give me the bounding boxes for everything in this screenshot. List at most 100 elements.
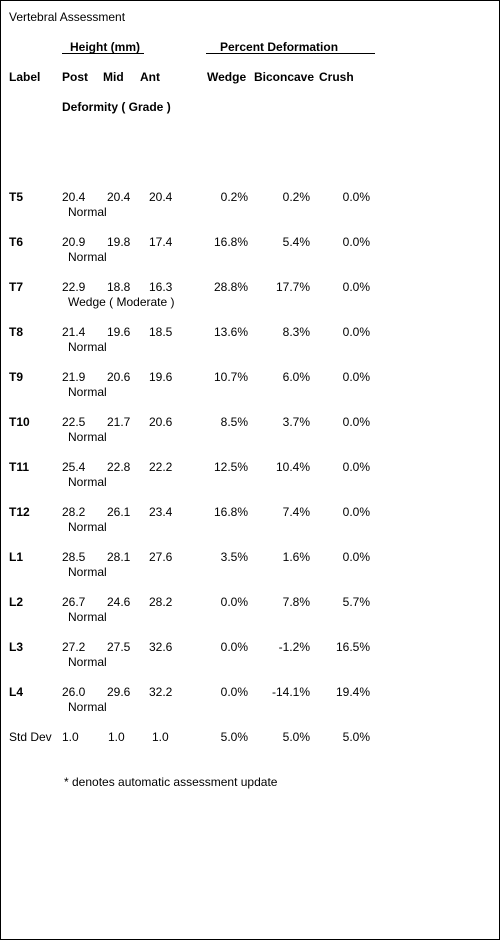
- row-wedge: 16.8%: [213, 235, 248, 249]
- row-label: T11: [9, 460, 30, 474]
- row-grade: Normal: [68, 565, 107, 579]
- row-label: T12: [9, 505, 30, 519]
- report-title: Vertebral Assessment: [9, 10, 126, 24]
- row-post: 20.9: [62, 235, 86, 249]
- std-dev-wedge: 5.0%: [220, 730, 248, 744]
- row-post: 21.4: [62, 325, 86, 339]
- col-biconcave-header: Biconcave: [254, 70, 315, 84]
- col-mid-header: Mid: [103, 70, 124, 84]
- row-wedge: 8.5%: [220, 415, 248, 429]
- row-grade: Normal: [68, 610, 107, 624]
- row-ant: 32.2: [149, 685, 173, 699]
- row-crush: 0.0%: [342, 505, 370, 519]
- row-grade: Normal: [68, 385, 107, 399]
- row-grade: Normal: [68, 655, 107, 669]
- row-label: T10: [9, 415, 30, 429]
- row-label: T5: [9, 190, 24, 204]
- col-post-header: Post: [62, 70, 89, 84]
- row-wedge: 28.8%: [213, 280, 248, 294]
- row-ant: 28.2: [149, 595, 173, 609]
- row-ant: 22.2: [149, 460, 173, 474]
- row-biconcave: 8.3%: [282, 325, 310, 339]
- row-label: L2: [9, 595, 24, 609]
- row-crush: 0.0%: [342, 460, 370, 474]
- col-crush-header: Crush: [319, 70, 354, 84]
- std-dev-ant: 1.0: [152, 730, 169, 744]
- row-mid: 22.8: [107, 460, 131, 474]
- row-post: 21.9: [62, 370, 86, 384]
- std-dev-crush: 5.0%: [342, 730, 370, 744]
- row-ant: 20.4: [149, 190, 173, 204]
- col-deformity-header: Deformity ( Grade ): [62, 100, 171, 114]
- row-ant: 27.6: [149, 550, 173, 564]
- row-post: 26.0: [62, 685, 86, 699]
- row-ant: 23.4: [149, 505, 173, 519]
- row-crush: 19.4%: [335, 685, 370, 699]
- row-wedge: 10.7%: [213, 370, 248, 384]
- row-post: 22.5: [62, 415, 86, 429]
- row-crush: 0.0%: [342, 235, 370, 249]
- row-biconcave: 7.8%: [282, 595, 310, 609]
- row-crush: 0.0%: [342, 550, 370, 564]
- height-group-header: Height (mm): [70, 40, 140, 54]
- row-mid: 28.1: [107, 550, 131, 564]
- row-ant: 19.6: [149, 370, 173, 384]
- row-label: L1: [9, 550, 24, 564]
- row-post: 27.2: [62, 640, 86, 654]
- row-label: L4: [9, 685, 24, 699]
- row-grade: Normal: [68, 475, 107, 489]
- row-wedge: 0.2%: [220, 190, 248, 204]
- row-label: T9: [9, 370, 24, 384]
- row-mid: 27.5: [107, 640, 131, 654]
- row-biconcave: 6.0%: [282, 370, 310, 384]
- row-crush: 0.0%: [342, 280, 370, 294]
- footnote: * denotes automatic assessment update: [64, 775, 278, 789]
- std-dev-biconcave: 5.0%: [282, 730, 310, 744]
- row-crush: 5.7%: [342, 595, 370, 609]
- percent-group-header: Percent Deformation: [220, 40, 339, 54]
- row-mid: 20.4: [107, 190, 131, 204]
- row-grade: Wedge ( Moderate ): [68, 295, 175, 309]
- row-grade: Normal: [68, 250, 107, 264]
- row-ant: 17.4: [149, 235, 173, 249]
- row-grade: Normal: [68, 520, 107, 534]
- row-crush: 0.0%: [342, 370, 370, 384]
- row-mid: 18.8: [107, 280, 131, 294]
- row-biconcave: 5.4%: [282, 235, 310, 249]
- std-dev-post: 1.0: [62, 730, 79, 744]
- row-post: 28.5: [62, 550, 86, 564]
- row-ant: 32.6: [149, 640, 173, 654]
- col-label-header: Label: [9, 70, 41, 84]
- row-wedge: 13.6%: [213, 325, 248, 339]
- col-ant-header: Ant: [140, 70, 160, 84]
- row-crush: 16.5%: [335, 640, 370, 654]
- row-post: 22.9: [62, 280, 86, 294]
- height-group-underline: [62, 53, 144, 54]
- row-wedge: 0.0%: [220, 685, 248, 699]
- row-label: L3: [9, 640, 24, 654]
- row-biconcave: 1.6%: [282, 550, 310, 564]
- row-crush: 0.0%: [342, 190, 370, 204]
- row-biconcave: 7.4%: [282, 505, 310, 519]
- row-grade: Normal: [68, 340, 107, 354]
- row-mid: 26.1: [107, 505, 131, 519]
- row-label: T8: [9, 325, 24, 339]
- row-post: 25.4: [62, 460, 86, 474]
- row-biconcave: 10.4%: [275, 460, 310, 474]
- row-biconcave: 3.7%: [282, 415, 310, 429]
- row-post: 28.2: [62, 505, 86, 519]
- row-wedge: 0.0%: [220, 595, 248, 609]
- row-mid: 21.7: [107, 415, 131, 429]
- row-biconcave: -1.2%: [278, 640, 310, 654]
- percent-group-underline: [206, 53, 375, 54]
- row-crush: 0.0%: [342, 325, 370, 339]
- row-mid: 19.8: [107, 235, 131, 249]
- row-mid: 20.6: [107, 370, 131, 384]
- row-biconcave: -14.1%: [271, 685, 310, 699]
- row-wedge: 0.0%: [220, 640, 248, 654]
- row-crush: 0.0%: [342, 415, 370, 429]
- row-label: T6: [9, 235, 24, 249]
- row-grade: Normal: [68, 205, 107, 219]
- row-mid: 24.6: [107, 595, 131, 609]
- row-post: 26.7: [62, 595, 86, 609]
